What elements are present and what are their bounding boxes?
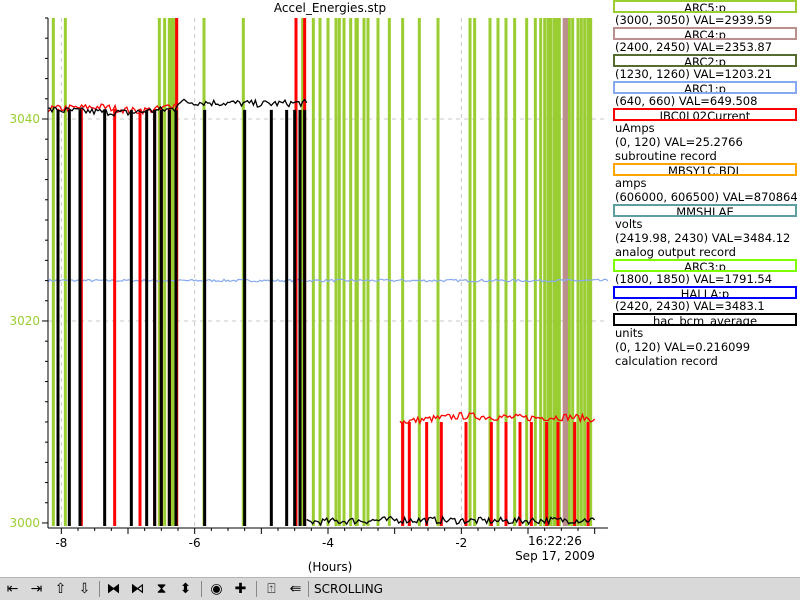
auto-scale-icon: ⍐ [267, 581, 276, 597]
legend-entry[interactable]: MMSHLAE volts (2419.98, 2430) VAL=3484.12 a… [612, 204, 800, 259]
series-4-trace-0 [47, 103, 176, 116]
zoom-out-vertical-button[interactable]: ⧗ [152, 580, 171, 598]
legend-series-name[interactable]: HALLA:p [613, 286, 797, 299]
toolbar-separator [308, 581, 309, 597]
zoom-in-vertical-icon: ⬍ [179, 581, 192, 597]
scroll-status-label: SCROLLING [314, 582, 383, 596]
end-time-label: 16:22:26 [528, 534, 582, 548]
legend-series-detail: amps [615, 176, 647, 190]
legend-entry[interactable]: IBC0L02Current uAmps (0, 120) VAL=25.2766 s… [612, 108, 800, 163]
zoom-in-horizontal-icon: ⧑ [130, 581, 145, 597]
legend-series-name[interactable]: hac_bcm_average [613, 313, 797, 326]
legend-series-name[interactable]: IBC0L02Current [613, 108, 797, 121]
scroll-right-icon: ⇥ [30, 581, 43, 597]
legend-entry[interactable]: HALLA:p (2420, 2430) VAL=3483.1 [612, 286, 800, 313]
back-icon: ⇚ [289, 581, 302, 597]
legend-series-detail: uAmps [615, 121, 655, 135]
legend-entry[interactable]: ARC2:p (1230, 1260) VAL=1203.21 [612, 54, 800, 81]
legend-series-name[interactable]: ARC5:p [613, 0, 797, 13]
series-4-trace-1 [399, 411, 596, 426]
scroll-up-icon: ⇧ [54, 581, 67, 597]
legend-entry[interactable]: ARC1:p (640, 660) VAL=649.508 [612, 81, 800, 108]
legend-series-name[interactable]: ARC4:p [613, 27, 797, 40]
y-tick-label-2: 3040 [9, 112, 40, 126]
legend-series-detail: (1230, 1260) VAL=1203.21 [615, 67, 773, 81]
toolbar-separator [201, 581, 202, 597]
legend-series-detail: subroutine record [615, 149, 717, 163]
legend-series-name[interactable]: ARC3:p [613, 259, 797, 272]
legend-series-detail: volts [615, 217, 643, 231]
legend-entry[interactable]: ARC5:p (3000, 3050) VAL=2939.59 [612, 0, 800, 27]
plot-canvas[interactable]: -8 -6 -4 -2 3000 3020 3040 [0, 0, 612, 560]
legend-series-detail: (0, 120) VAL=0.216099 [615, 340, 751, 354]
add-icon: ✚ [234, 581, 247, 597]
legend-series-detail: (2420, 2430) VAL=3483.1 [615, 299, 765, 313]
scroll-left-button[interactable]: ⇤ [3, 580, 22, 598]
auto-scale-button[interactable]: ⍐ [262, 580, 281, 598]
zoom-in-vertical-button[interactable]: ⬍ [176, 580, 195, 598]
legend: ARC5:p (3000, 3050) VAL=2939.59 ARC4:p (240… [612, 0, 800, 368]
legend-series-name[interactable]: ARC1:p [613, 81, 797, 94]
legend-series-name[interactable]: MMSHLAE [613, 204, 797, 217]
legend-series-detail: (606000, 606500) VAL=870864 [615, 190, 798, 204]
legend-series-detail: units [615, 326, 644, 340]
end-date-label: Sep 17, 2009 [515, 549, 595, 563]
scroll-down-icon: ⇩ [78, 581, 91, 597]
toolbar-separator [256, 581, 257, 597]
zoom-out-vertical-icon: ⧗ [156, 581, 167, 597]
legend-series-detail: (0, 120) VAL=25.2766 [615, 135, 743, 149]
legend-series-detail: (3000, 3050) VAL=2939.59 [615, 13, 773, 27]
toolbar: SCROLLING ⇤ ⇥ ⇧ ⇩ ⧓ ⧑ ⧗ ⬍ ◉ ✚ ⍐ ⇚ [0, 577, 800, 600]
chart-title: Accel_Energies.stp [273, 1, 387, 15]
legend-entry[interactable]: ARC4:p (2400, 2450) VAL=2353.87 [612, 27, 800, 54]
legend-series-detail: (640, 660) VAL=649.508 [615, 94, 758, 108]
zoom-out-horizontal-icon: ⧓ [106, 581, 121, 597]
legend-entry[interactable]: MBSY1C.BDL amps (606000, 606500) VAL=87086… [612, 163, 800, 204]
zoom-out-horizontal-button[interactable]: ⧓ [104, 580, 123, 598]
x-axis-unit-label: (Hours) [307, 560, 353, 574]
legend-series-detail: calculation record [615, 354, 718, 368]
legend-entry[interactable]: hac_bcm_average units (0, 120) VAL=0.21609… [612, 313, 800, 368]
record-button[interactable]: ◉ [207, 580, 226, 598]
legend-series-detail: analog output record [615, 245, 736, 259]
zoom-in-horizontal-button[interactable]: ⧑ [128, 580, 147, 598]
x-tick-label-1: -6 [189, 536, 201, 550]
scroll-up-button[interactable]: ⇧ [51, 580, 70, 598]
legend-series-detail: (2400, 2450) VAL=2353.87 [615, 40, 773, 54]
add-button[interactable]: ✚ [231, 580, 250, 598]
series-9-trace-1 [306, 515, 596, 527]
legend-entry[interactable]: ARC3:p (1800, 1850) VAL=1791.54 [612, 259, 800, 286]
scroll-down-button[interactable]: ⇩ [75, 580, 94, 598]
x-tick-label-2: -4 [322, 536, 334, 550]
scroll-right-button[interactable]: ⇥ [27, 580, 46, 598]
legend-series-detail: (1800, 1850) VAL=1791.54 [615, 272, 773, 286]
y-tick-label-0: 3000 [9, 516, 40, 530]
back-button[interactable]: ⇚ [286, 580, 305, 598]
legend-series-name[interactable]: ARC2:p [613, 54, 797, 67]
scroll-left-icon: ⇤ [6, 581, 19, 597]
legend-series-detail: (2419.98, 2430) VAL=3484.12 [615, 231, 791, 245]
y-tick-label-1: 3020 [9, 314, 40, 328]
x-tick-label-3: -2 [455, 536, 467, 550]
legend-series-name[interactable]: MBSY1C.BDL [613, 163, 797, 176]
series-9-trace-0 [47, 98, 308, 117]
x-tick-label-0: -8 [55, 536, 67, 550]
toolbar-separator [99, 581, 100, 597]
record-icon: ◉ [210, 581, 223, 597]
